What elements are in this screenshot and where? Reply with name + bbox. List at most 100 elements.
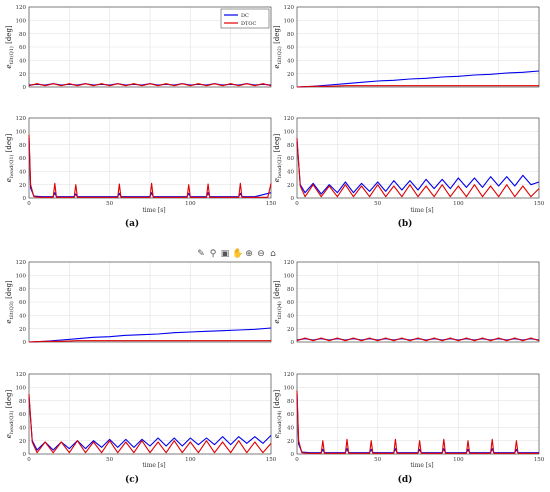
x-tick-label: 150 (534, 201, 545, 207)
y-tick-label: 0 (291, 85, 295, 91)
x-axis-label: time [s] (410, 207, 433, 214)
y-tick-label: 100 (284, 19, 295, 25)
y-tick-label: 120 (284, 116, 295, 122)
y-tick-label: 0 (23, 196, 27, 202)
legend-label: DC (241, 13, 249, 19)
y-tick-label: 60 (287, 412, 294, 418)
y-tick-label: 0 (291, 452, 295, 458)
series-line-dc (28, 137, 272, 198)
y-axis-label: etilt(Q1) [deg] (5, 25, 15, 69)
y-tick-label: 40 (19, 170, 26, 176)
series-line-dtoc (296, 137, 540, 198)
x-tick-label: 100 (453, 201, 464, 207)
y-axis-label: etilt(Q2) [deg] (273, 25, 283, 69)
y-tick-label: 80 (287, 32, 294, 38)
y-axis-label: ehead(Q2) [deg] (273, 133, 283, 182)
y-tick-label: 40 (287, 170, 294, 176)
subfigure-label: (b) (398, 218, 413, 229)
y-axis-label: ehead(Q1) [deg] (5, 133, 15, 182)
y-axis-label: ehead(Q3) [deg] (5, 389, 15, 438)
save-icon[interactable]: ▣ (220, 249, 230, 259)
y-tick-label: 100 (16, 274, 27, 280)
series-line-dc (28, 327, 272, 343)
axes-frame (296, 261, 540, 343)
y-tick-label: 20 (287, 72, 294, 78)
home-icon[interactable]: ⌂ (270, 249, 276, 259)
y-tick-label: 40 (19, 59, 26, 65)
y-tick-label: 100 (16, 19, 27, 25)
y-tick-label: 60 (287, 45, 294, 51)
series-line-dc (296, 70, 540, 88)
axes-frame (296, 6, 540, 88)
y-tick-label: 120 (16, 260, 27, 266)
y-tick-label: 80 (287, 287, 294, 293)
x-tick-label: 100 (185, 201, 196, 207)
pan-hand-icon[interactable]: ✋ (232, 249, 244, 259)
y-tick-label: 40 (287, 314, 294, 320)
x-tick-label: 0 (295, 457, 299, 463)
axes-frame (296, 117, 540, 199)
y-tick-label: 100 (16, 386, 27, 392)
x-tick-label: 0 (27, 201, 31, 207)
y-tick-label: 80 (287, 399, 294, 405)
brush-icon[interactable]: ✎ (197, 249, 205, 259)
y-tick-label: 40 (287, 59, 294, 65)
y-tick-label: 120 (16, 372, 27, 378)
y-tick-label: 80 (19, 32, 26, 38)
subfigure-label: (c) (125, 474, 139, 485)
y-tick-label: 60 (287, 300, 294, 306)
zoom-in-icon[interactable]: ⊕ (245, 249, 253, 259)
x-tick-label: 150 (266, 457, 277, 463)
y-tick-label: 0 (291, 196, 295, 202)
y-tick-label: 0 (291, 340, 295, 346)
axes-frame (28, 6, 272, 88)
y-tick-label: 60 (19, 300, 26, 306)
y-tick-label: 40 (287, 426, 294, 432)
series-line-dc (296, 338, 540, 341)
axes-frame (28, 261, 272, 343)
legend-label: DTOC (241, 21, 256, 27)
x-tick-label: 50 (106, 201, 113, 207)
y-tick-label: 100 (284, 130, 295, 136)
x-tick-label: 0 (27, 457, 31, 463)
y-tick-label: 60 (19, 412, 26, 418)
y-tick-label: 60 (19, 156, 26, 162)
y-axis-label: ehead(Q4) [deg] (273, 389, 283, 438)
y-tick-label: 120 (16, 5, 27, 11)
x-axis-label: time [s] (142, 462, 165, 469)
y-tick-label: 40 (19, 426, 26, 432)
y-tick-label: 0 (23, 340, 27, 346)
y-tick-label: 100 (284, 386, 295, 392)
y-tick-label: 120 (284, 260, 295, 266)
y-tick-label: 40 (19, 314, 26, 320)
plot-toolbar: ✎ ⚲ ▣ ✋ ⊕ ⊖ ⌂ (196, 248, 278, 260)
series-line-dtoc (28, 393, 272, 454)
y-axis-label: etilt(Q4) [deg] (273, 280, 283, 324)
pin-icon[interactable]: ⚲ (209, 249, 217, 259)
y-tick-label: 20 (287, 439, 294, 445)
zoom-out-icon[interactable]: ⊖ (257, 249, 265, 259)
x-tick-label: 100 (453, 457, 464, 463)
series-line-dtoc (296, 85, 539, 88)
x-tick-label: 50 (374, 457, 381, 463)
axes-frame (296, 373, 540, 455)
y-tick-label: 80 (19, 399, 26, 405)
y-tick-label: 60 (287, 156, 294, 162)
series-line-dtoc (28, 134, 272, 198)
y-tick-label: 80 (19, 143, 26, 149)
y-tick-label: 20 (287, 327, 294, 333)
y-tick-label: 120 (284, 372, 295, 378)
x-tick-label: 50 (374, 201, 381, 207)
x-axis-label: time [s] (410, 462, 433, 469)
series-line-dtoc (296, 390, 539, 454)
y-tick-label: 100 (284, 274, 295, 280)
subfigure-label: (d) (398, 474, 413, 485)
y-tick-label: 80 (19, 287, 26, 293)
y-tick-label: 120 (284, 5, 295, 11)
y-tick-label: 0 (23, 452, 27, 458)
y-tick-label: 100 (16, 130, 27, 136)
y-tick-label: 20 (19, 72, 26, 78)
x-axis-label: time [s] (142, 207, 165, 214)
series-line-dtoc (296, 337, 540, 342)
